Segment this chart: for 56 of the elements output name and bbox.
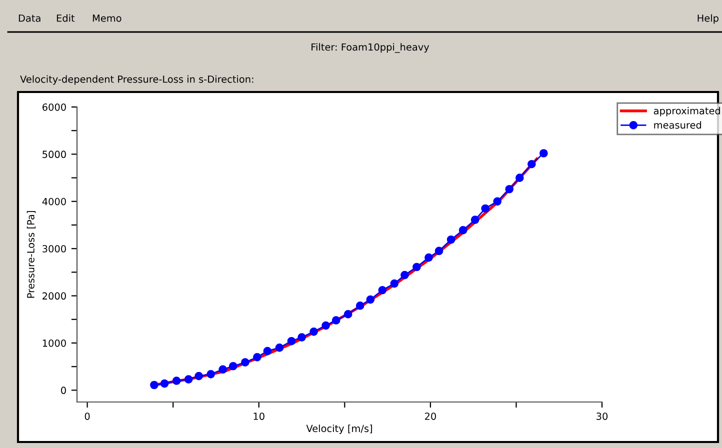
point [458, 226, 468, 234]
text: Edit [56, 14, 75, 22]
point [470, 216, 480, 224]
point [446, 235, 456, 244]
y-tick-label: 2000 [42, 292, 66, 300]
point [150, 380, 158, 390]
y-tick-label: 3000 [42, 245, 66, 252]
x-axis-title: Velocity [m/s] [306, 424, 372, 434]
text: Help [698, 14, 718, 24]
point [322, 321, 330, 330]
point [434, 246, 444, 256]
point [310, 328, 318, 336]
text: Data [18, 14, 40, 22]
point [263, 346, 272, 356]
point [366, 295, 375, 304]
x-tick-label: 20 [424, 412, 436, 420]
chart-title: Filter: Foam10ppi_heavy [312, 43, 430, 53]
point [240, 358, 250, 367]
point [400, 270, 409, 280]
point [356, 302, 364, 310]
point [184, 375, 193, 384]
y-axis-title: Pressure-Loss [Pa] [26, 211, 36, 298]
point [228, 362, 238, 370]
point [332, 316, 340, 325]
point [412, 262, 421, 272]
point [206, 370, 215, 378]
point [160, 379, 169, 388]
point [194, 372, 203, 380]
point [344, 310, 352, 318]
point [378, 286, 387, 294]
text: Memo [92, 14, 122, 22]
y-tick-label: 4000 [42, 198, 66, 206]
point [481, 204, 490, 213]
point [540, 149, 548, 158]
y-tick-label: 6000 [42, 103, 66, 111]
point [287, 336, 296, 346]
point [218, 365, 227, 374]
y-tick-label: 1000 [42, 339, 66, 347]
point [298, 333, 306, 342]
y-tick-label: 0 [61, 386, 66, 394]
point [252, 352, 262, 362]
chart-subtitle: Velocity-dependent Pressure-Loss in s-Direction: [20, 75, 254, 85]
x-tick-label: 0 [84, 412, 90, 420]
legend-label: approximated [654, 106, 720, 116]
y-tick-label: 5000 [42, 150, 66, 158]
point [493, 197, 502, 206]
point [275, 344, 284, 352]
point [515, 174, 524, 182]
point [527, 160, 536, 168]
point [505, 184, 514, 194]
point [172, 376, 181, 385]
x-tick-label: 30 [596, 412, 608, 420]
point [390, 279, 399, 288]
x-tick-label: 10 [254, 412, 264, 420]
point [424, 253, 433, 262]
legend-label: measured [654, 121, 702, 129]
